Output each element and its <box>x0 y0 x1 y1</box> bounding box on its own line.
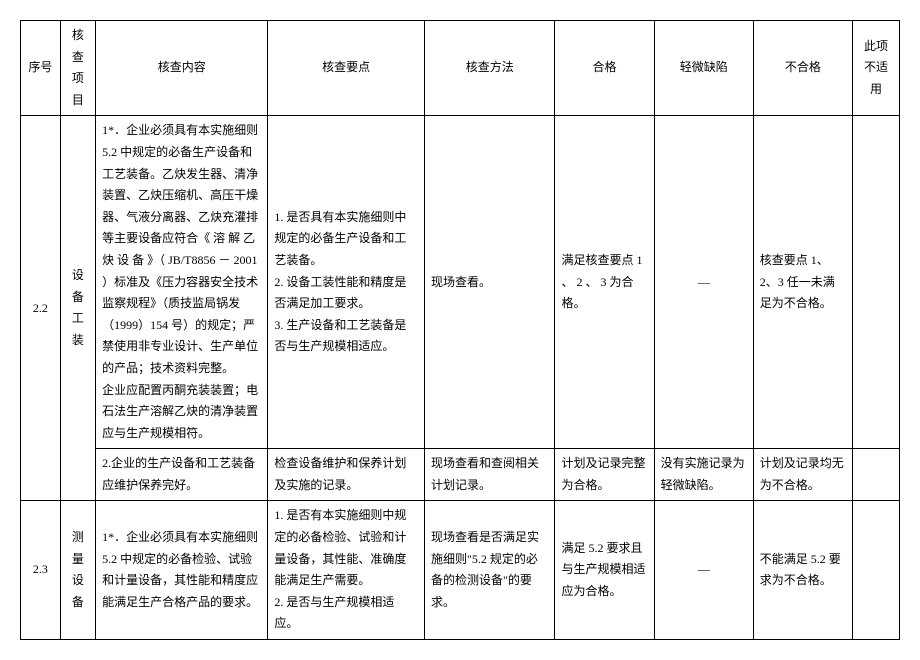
cell-pass: 满足 5.2 要求且与生产规模相适应为合格。 <box>555 501 654 640</box>
cell-keypoint: 检查设备维护和保养计划及实施的记录。 <box>268 449 425 501</box>
header-seq: 序号 <box>21 21 61 116</box>
cell-minor: — <box>654 116 753 449</box>
cell-content: 1*．企业必须具有本实施细则 5.2 中规定的必备检验、试验和计量设备，其性能和… <box>96 501 268 640</box>
cell-item: 测量 设备 <box>60 501 95 640</box>
inspection-table: 序号 核查 项目 核查内容 核查要点 核查方法 合格 轻微缺陷 不合格 此项 不… <box>20 20 900 640</box>
table-header-row: 序号 核查 项目 核查内容 核查要点 核查方法 合格 轻微缺陷 不合格 此项 不… <box>21 21 900 116</box>
header-content: 核查内容 <box>96 21 268 116</box>
cell-pass: 满足核查要点 1 、 2 、 3 为合格。 <box>555 116 654 449</box>
header-pass: 合格 <box>555 21 654 116</box>
table-row: 2.2 设备 工装 1*．企业必须具有本实施细则 5.2 中规定的必备生产设备和… <box>21 116 900 449</box>
header-item: 核查 项目 <box>60 21 95 116</box>
cell-seq: 2.2 <box>21 116 61 501</box>
cell-method: 现场查看和查阅相关计划记录。 <box>424 449 554 501</box>
cell-fail: 计划及记录均无为不合格。 <box>753 449 852 501</box>
cell-na <box>852 501 899 640</box>
cell-method: 现场查看是否满足实施细则"5.2 规定的必备的检测设备"的要求。 <box>424 501 554 640</box>
header-method: 核查方法 <box>424 21 554 116</box>
cell-na <box>852 116 899 449</box>
table-row: 2.企业的生产设备和工艺装备应维护保养完好。 检查设备维护和保养计划及实施的记录… <box>21 449 900 501</box>
cell-seq: 2.3 <box>21 501 61 640</box>
table-row: 2.3 测量 设备 1*．企业必须具有本实施细则 5.2 中规定的必备检验、试验… <box>21 501 900 640</box>
cell-pass: 计划及记录完整为合格。 <box>555 449 654 501</box>
cell-fail: 核查要点 1、2、3 任一未满足为不合格。 <box>753 116 852 449</box>
header-keypoint: 核查要点 <box>268 21 425 116</box>
header-fail: 不合格 <box>753 21 852 116</box>
cell-keypoint: 1. 是否有本实施细则中规定的必备检验、试验和计量设备，其性能、准确度能满足生产… <box>268 501 425 640</box>
cell-method: 现场查看。 <box>424 116 554 449</box>
cell-keypoint: 1. 是否具有本实施细则中规定的必备生产设备和工艺装备。 2. 设备工装性能和精… <box>268 116 425 449</box>
header-na: 此项 不适用 <box>852 21 899 116</box>
cell-fail: 不能满足 5.2 要求为不合格。 <box>753 501 852 640</box>
cell-content: 2.企业的生产设备和工艺装备应维护保养完好。 <box>96 449 268 501</box>
cell-na <box>852 449 899 501</box>
cell-item: 设备 工装 <box>60 116 95 501</box>
header-minor: 轻微缺陷 <box>654 21 753 116</box>
cell-minor: 没有实施记录为轻微缺陷。 <box>654 449 753 501</box>
cell-minor: — <box>654 501 753 640</box>
cell-content: 1*．企业必须具有本实施细则 5.2 中规定的必备生产设备和工艺装备。乙炔发生器… <box>96 116 268 449</box>
